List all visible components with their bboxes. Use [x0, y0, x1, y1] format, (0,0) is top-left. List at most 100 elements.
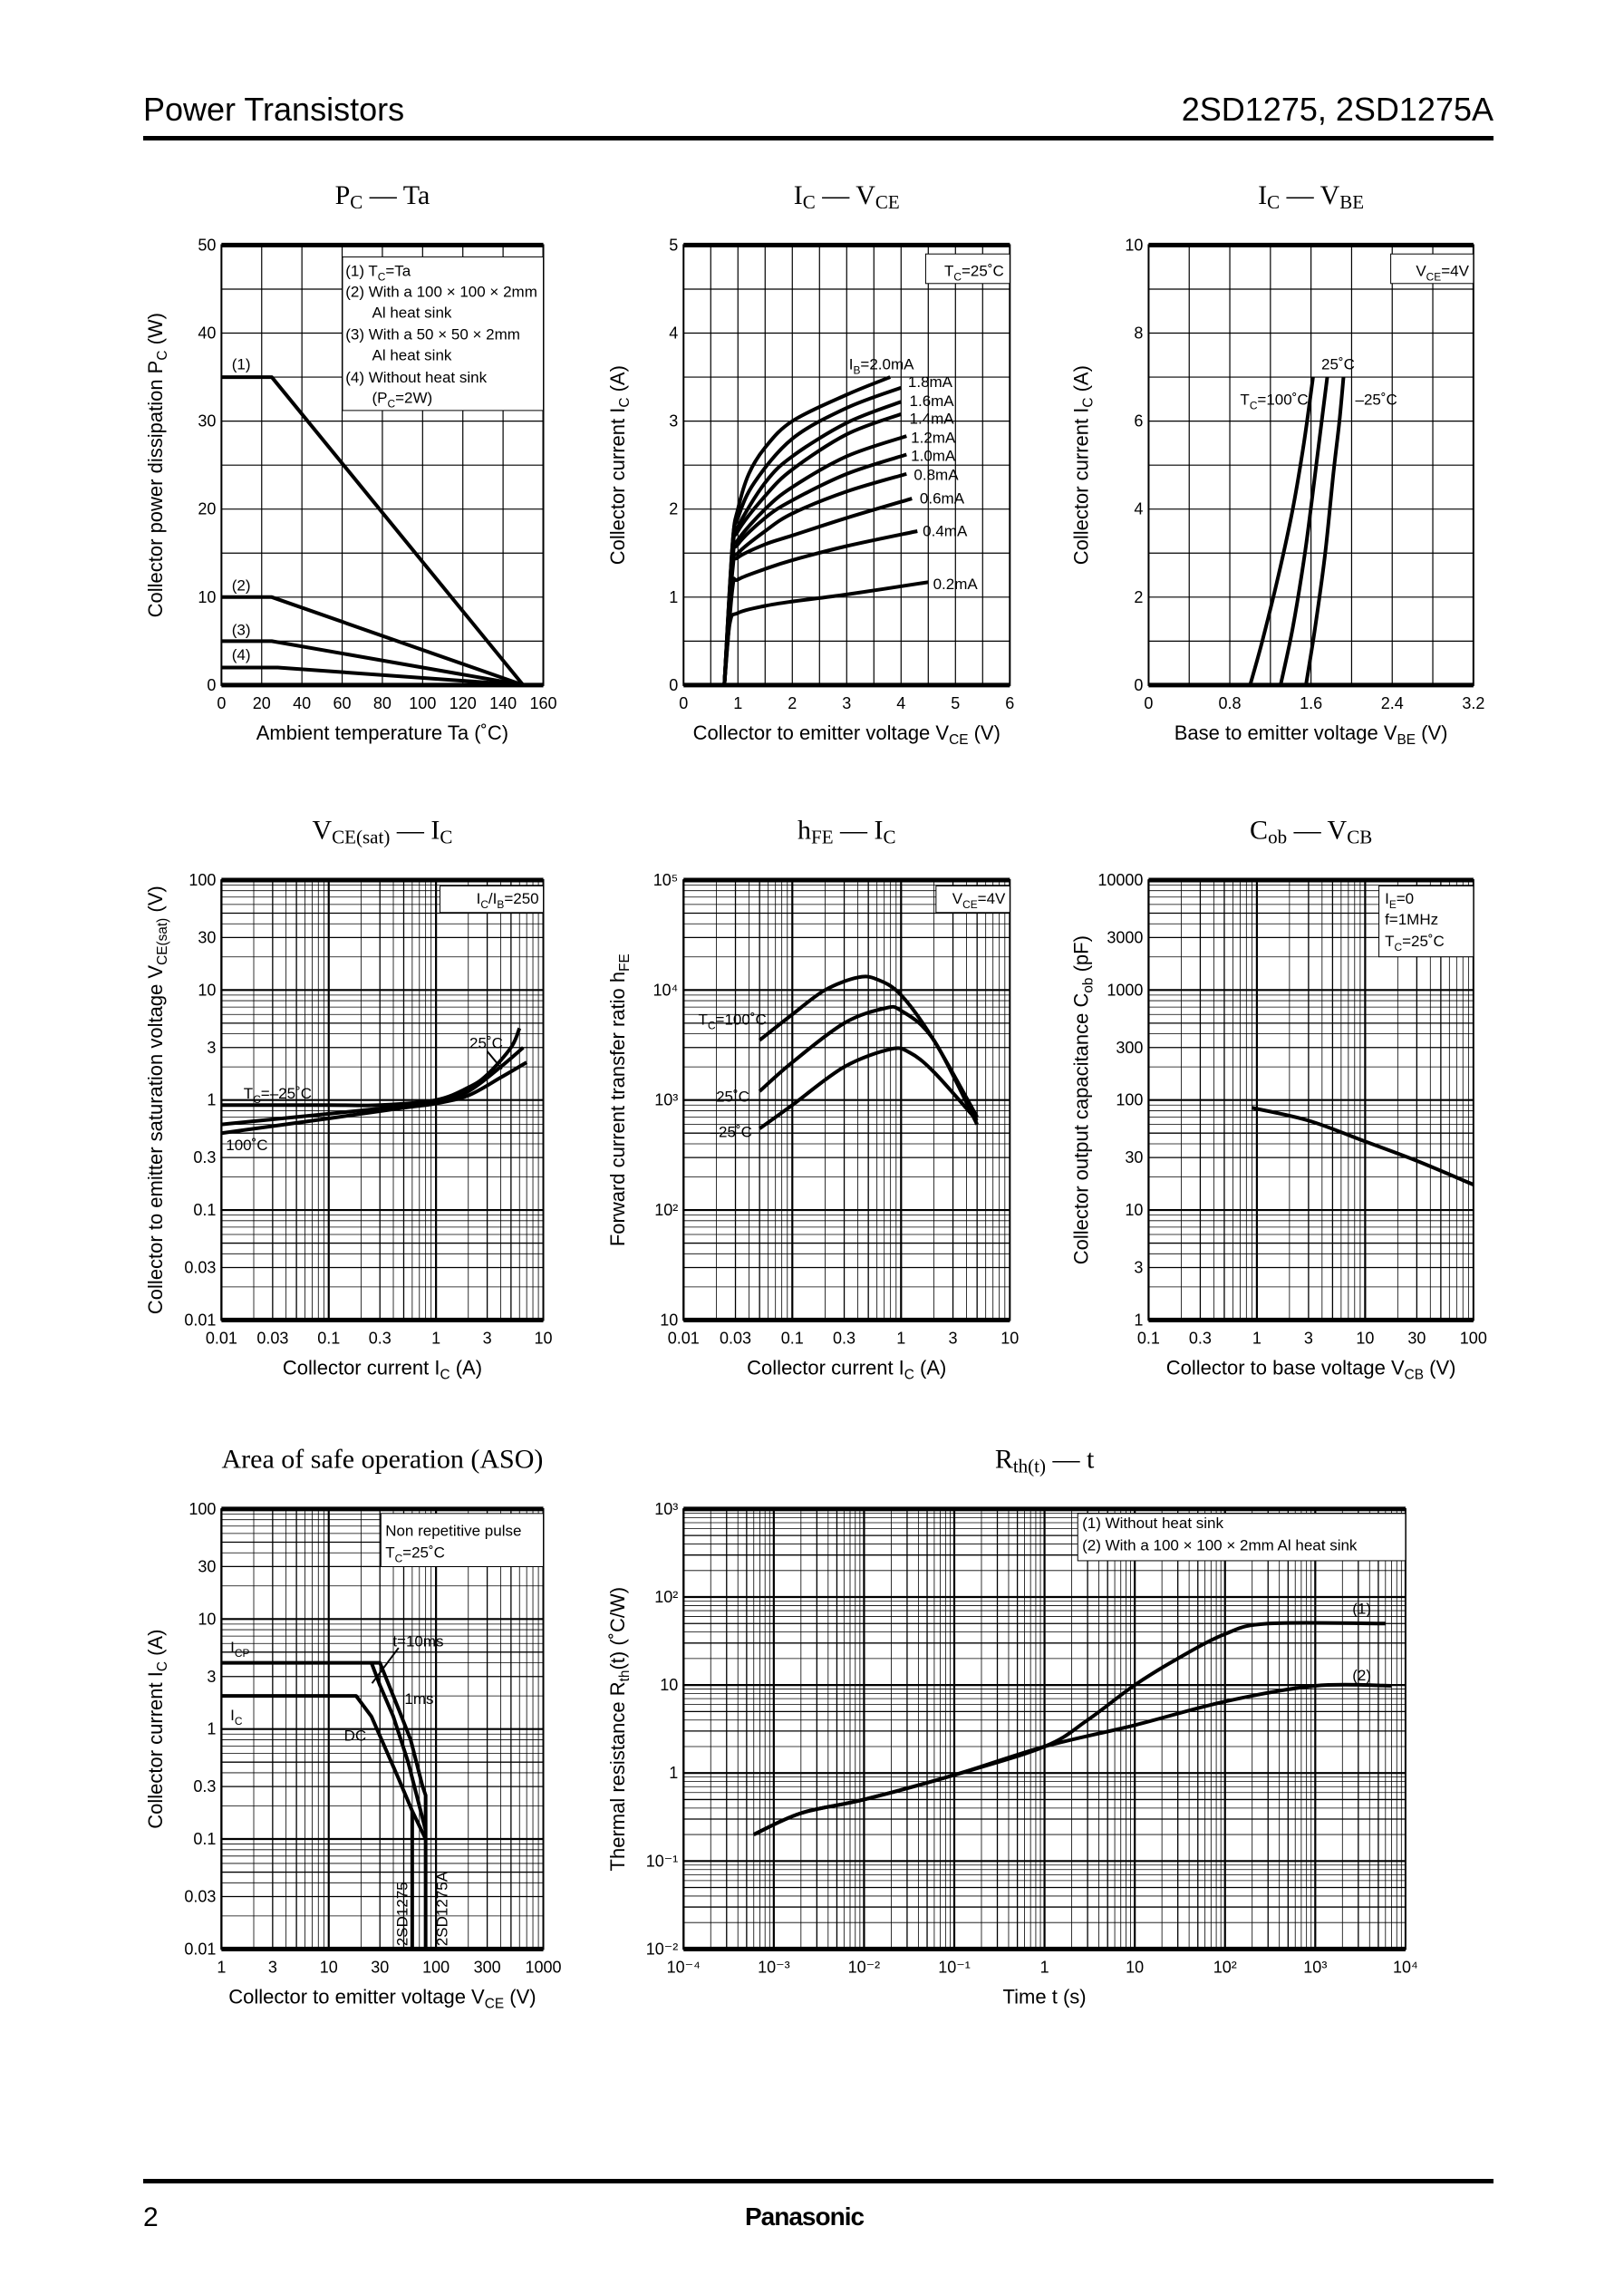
- subscript: C: [388, 398, 396, 411]
- subscript: ob: [1268, 826, 1287, 847]
- y-tick-label: 1: [207, 1720, 216, 1738]
- section-title: Power Transistors: [143, 91, 405, 128]
- text-segment: 0.8mA: [914, 466, 959, 483]
- annotation: f=1MHz: [1385, 911, 1438, 928]
- subscript: C: [155, 351, 170, 361]
- chart-6: 1 3 10 30 100 300 1000 0.01 0.03 0.1 0.3 1 3 10 30 100 A…: [144, 1444, 561, 2011]
- text-segment: =4V: [978, 890, 1006, 907]
- annotation: DC: [344, 1728, 367, 1745]
- text-segment: — I: [390, 815, 440, 845]
- annotation: (4): [232, 646, 251, 663]
- x-tick-label: 10²: [1213, 1958, 1237, 1976]
- annotation: Al heat sink: [372, 346, 452, 363]
- text-segment: I: [477, 890, 481, 907]
- text-segment: Collector current I: [144, 1671, 167, 1829]
- y-tick-label: 40: [198, 324, 216, 343]
- chart-4: 0.01 0.03 0.1 0.3 1 3 10 10 10² 10³ 10⁴ 10⁵ hFE​ — I…: [606, 815, 1019, 1382]
- y-tick-label: 0.3: [193, 1148, 216, 1166]
- y-tick-label: 10: [1125, 236, 1143, 254]
- brand-logo: Panasonic: [745, 2202, 865, 2231]
- text-segment: =2.0mA: [860, 355, 914, 373]
- annotation: 1ms: [404, 1690, 433, 1708]
- x-tick-label: 10: [1356, 1329, 1374, 1347]
- text-segment: =2W): [395, 390, 432, 407]
- y-tick-label: 5: [669, 236, 678, 254]
- series-line-1: [1279, 376, 1329, 686]
- text-segment: =25˚C: [402, 1544, 445, 1562]
- x-tick-label: 10: [1000, 1329, 1019, 1347]
- text-segment: Ambient temperature Ta (˚C): [256, 721, 508, 744]
- text-segment: I: [230, 1639, 235, 1656]
- text-segment: (V): [504, 1985, 536, 2008]
- text-segment: — V: [1280, 180, 1339, 210]
- subscript: C: [235, 1715, 243, 1728]
- y-tick-label: 1: [669, 588, 678, 606]
- y-tick-label: 100: [1116, 1091, 1143, 1109]
- text-segment: (V): [1424, 1356, 1455, 1379]
- text-segment: (3) With a 50 × 50 × 2mm: [345, 326, 520, 344]
- text-segment: 1.2mA: [911, 430, 956, 447]
- x-tick-label: 10⁻⁴: [667, 1958, 701, 1976]
- y-tick-label: 10: [198, 981, 216, 999]
- text-segment: 25˚C: [716, 1088, 749, 1105]
- y-tick-label: 3: [207, 1039, 216, 1057]
- text-segment: Collector current I: [283, 1356, 440, 1379]
- series-line-0: [1248, 376, 1315, 686]
- y-tick-label: 3: [1134, 1259, 1143, 1277]
- series-line-2: [1304, 376, 1346, 686]
- legend-box: [380, 1513, 545, 1567]
- y-tick-label: 0.1: [193, 1201, 216, 1219]
- series-line-0: [221, 375, 525, 687]
- x-tick-label: 3: [949, 1329, 958, 1347]
- annotation: (1) Without heat sink: [1082, 1515, 1223, 1532]
- subscript: C: [440, 1367, 450, 1382]
- series-line-2: [221, 639, 524, 687]
- x-tick-label: 10⁻¹: [938, 1958, 971, 1976]
- text-segment: (V): [1416, 721, 1447, 744]
- x-tick-label: 1: [217, 1958, 226, 1976]
- text-segment: Al heat sink: [372, 346, 452, 363]
- annotation: IB​=2.0mA: [849, 355, 914, 376]
- series-line-4: [722, 434, 907, 686]
- annotation: 25˚C: [1321, 355, 1355, 373]
- legend-box: [1077, 1513, 1406, 1562]
- subscript: E: [1389, 898, 1397, 911]
- subscript: CE: [1426, 271, 1442, 284]
- subscript: CE: [949, 732, 968, 748]
- y-tick-label: 10: [198, 1610, 216, 1628]
- text-segment: =4V: [1441, 263, 1469, 280]
- series-line-0: [221, 1027, 522, 1108]
- text-segment: R: [995, 1444, 1013, 1474]
- text-segment: Collector to emitter saturation voltage …: [144, 965, 167, 1315]
- x-tick-label: 120: [450, 694, 477, 712]
- text-segment: (1): [1352, 1601, 1371, 1618]
- annotation: TC​=25˚C: [385, 1544, 445, 1565]
- legend-box: [342, 256, 545, 411]
- annotation: VCE​=4V: [952, 890, 1006, 911]
- legend-box: [1378, 885, 1474, 958]
- text-segment: (pF): [1070, 935, 1093, 977]
- y-tick-label: 10²: [654, 1201, 678, 1219]
- legend-box: [924, 253, 1010, 285]
- text-segment: I: [849, 355, 854, 373]
- subscript: C: [1250, 399, 1258, 411]
- text-segment: DC: [344, 1728, 367, 1745]
- y-tick-label: 10⁻¹: [646, 1852, 679, 1870]
- text-segment: I: [794, 180, 803, 210]
- subscript: C: [708, 1020, 716, 1032]
- text-segment: (V): [144, 886, 167, 917]
- text-segment: (2) With a 100 × 100 × 2mm Al heat sink: [1082, 1537, 1358, 1554]
- x-tick-label: 3: [1304, 1329, 1313, 1347]
- annotation: 2SD1275: [394, 1882, 411, 1946]
- annotation: TC​=25˚C: [1385, 933, 1445, 953]
- y-tick-label: 30: [198, 928, 216, 946]
- x-axis-label: Collector to emitter voltage VCE​ (V): [693, 721, 1000, 748]
- x-tick-label: 300: [474, 1958, 501, 1976]
- y-tick-label: 10⁻²: [646, 1940, 679, 1958]
- annotation: t=10ms: [392, 1632, 443, 1650]
- subscript: C: [350, 191, 362, 213]
- text-segment: 0.2mA: [933, 576, 979, 593]
- x-tick-label: 40: [293, 694, 311, 712]
- annotation: (2) With a 100 × 100 × 2mm: [345, 283, 537, 300]
- x-tick-label: 4: [896, 694, 905, 712]
